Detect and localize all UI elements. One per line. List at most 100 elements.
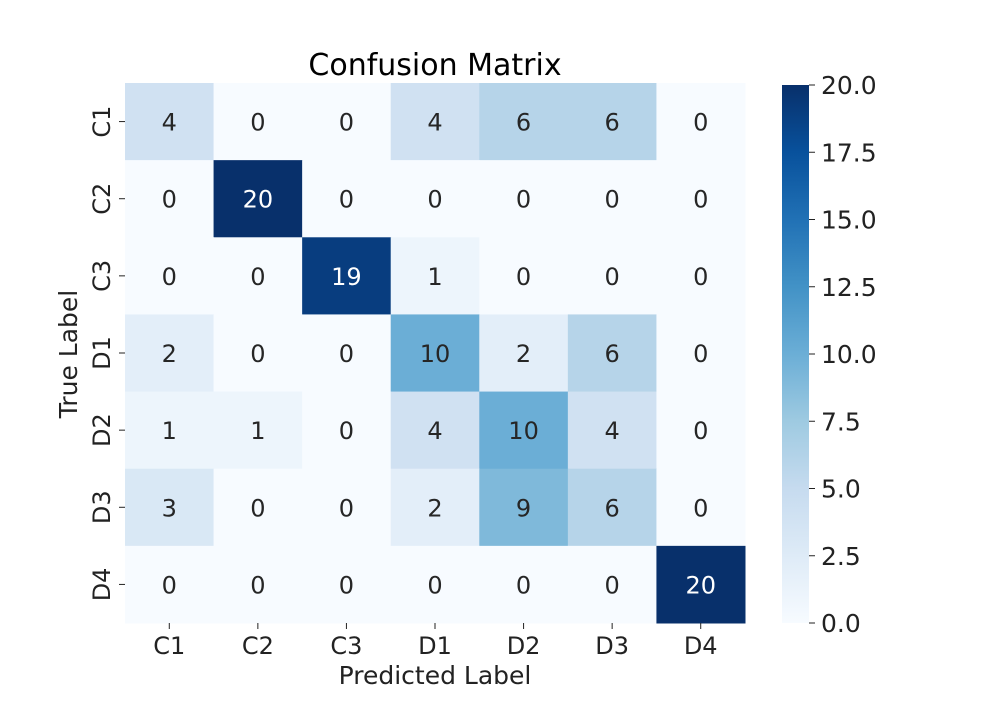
cell-value-label: 10 [508, 417, 539, 445]
x-tick-label: D2 [507, 632, 541, 660]
heatmap-cell [302, 314, 392, 393]
heatmap-cell [567, 468, 657, 547]
heatmap-cell [125, 237, 215, 315]
cell-value-label: 1 [162, 417, 177, 445]
cell-value-label: 0 [339, 417, 354, 445]
heatmap-cell [213, 468, 303, 547]
colorbar-tick-label: 0.0 [821, 609, 861, 638]
heatmap-cell [390, 545, 480, 624]
heatmap-cell [125, 545, 215, 624]
cell-value-label: 4 [162, 109, 177, 137]
x-axis-ticks: C1 C2 C3 D1 D2 D3 D4 [153, 623, 718, 660]
y-axis-ticks: C1 C2 C3 D1 D2 D3 D4 [88, 106, 125, 601]
cell-value-label: 20 [685, 571, 716, 599]
cell-value-label: 0 [605, 263, 620, 291]
x-tick-label: D1 [418, 632, 452, 660]
x-tick-label: D4 [684, 632, 718, 660]
colorbar-tick-label: 20.0 [821, 71, 877, 100]
cell-value-label: 0 [693, 186, 708, 214]
cell-value-label: 4 [427, 109, 442, 137]
colorbar-tick-label: 17.5 [821, 138, 877, 167]
heatmap-cell [390, 83, 480, 161]
cell-value-label: 0 [250, 571, 265, 599]
x-tick-label: C1 [153, 632, 185, 660]
colorbar-tick-label: 5.0 [821, 475, 861, 504]
heatmap-cell [479, 314, 569, 393]
cell-value-label: 6 [605, 340, 620, 368]
y-tick-label: D3 [88, 490, 116, 524]
heatmap-cell [390, 391, 480, 470]
heatmap-cell [390, 237, 480, 315]
heatmap-cell [656, 237, 746, 315]
x-tick-label: D3 [595, 632, 629, 660]
y-tick-label: C2 [88, 183, 116, 215]
heatmap-cell-labels: 4 0 0 4 6 6 00 20 0 0 0 0 00 0 19 1 0 0 02 0 0 10 2 6 01 1 0 4 10 4 03… [162, 109, 716, 600]
y-axis-label: True Label [54, 290, 83, 420]
heatmap-cell [213, 314, 303, 393]
cell-value-label: 0 [693, 109, 708, 137]
heatmap-cell [125, 468, 215, 547]
cell-value-label: 6 [516, 109, 531, 137]
x-tick-label: C3 [330, 632, 362, 660]
y-tick-label: C1 [88, 106, 116, 138]
heatmap-cell [302, 237, 392, 315]
heatmap-cell [479, 83, 569, 161]
heatmap-cell [567, 314, 657, 393]
heatmap-cell [656, 391, 746, 470]
heatmap-cell [479, 468, 569, 547]
colorbar-tick-label: 15.0 [821, 206, 877, 235]
cell-value-label: 1 [427, 263, 442, 291]
heatmap-cell [213, 391, 303, 470]
heatmap-cell [656, 83, 746, 161]
heatmap-cells [125, 83, 746, 624]
heatmap-cell [656, 160, 746, 238]
heatmap-cell [656, 468, 746, 547]
heatmap-cell [125, 391, 215, 470]
heatmap-cell [656, 314, 746, 393]
cell-value-label: 0 [162, 186, 177, 214]
cell-value-label: 0 [339, 571, 354, 599]
cell-value-label: 0 [162, 263, 177, 291]
y-tick-label: C3 [88, 260, 116, 292]
chart-title: Confusion Matrix [308, 48, 561, 83]
cell-value-label: 0 [339, 109, 354, 137]
colorbar [782, 85, 809, 623]
heatmap-cell [567, 237, 657, 315]
cell-value-label: 0 [693, 340, 708, 368]
cell-value-label: 0 [516, 263, 531, 291]
cell-value-label: 0 [250, 494, 265, 522]
heatmap-cell [302, 391, 392, 470]
heatmap-cell [390, 314, 480, 393]
heatmap-cell [567, 545, 657, 624]
cell-value-label: 6 [605, 494, 620, 522]
heatmap-cell [479, 391, 569, 470]
colorbar-tick-label: 2.5 [821, 542, 861, 571]
heatmap-cell [125, 83, 215, 161]
cell-value-label: 0 [162, 571, 177, 599]
cell-value-label: 2 [427, 494, 442, 522]
y-tick-label: D1 [88, 336, 116, 370]
cell-value-label: 0 [605, 186, 620, 214]
cell-value-label: 6 [605, 109, 620, 137]
cell-value-label: 0 [693, 494, 708, 522]
cell-value-label: 0 [339, 186, 354, 214]
cell-value-label: 0 [427, 571, 442, 599]
heatmap-cell [567, 160, 657, 238]
heatmap-cell [302, 468, 392, 547]
colorbar-ticks: 0.0 2.5 5.0 7.5 10.0 12.5 15.0 17.5 20.0 [809, 71, 877, 638]
heatmap-cell [125, 160, 215, 238]
heatmap-cell [302, 83, 392, 161]
cell-value-label: 0 [605, 571, 620, 599]
heatmap-cell [213, 545, 303, 624]
heatmap-cell [567, 391, 657, 470]
colorbar-tick-label: 12.5 [821, 273, 877, 302]
heatmap-cell [567, 83, 657, 161]
cell-value-label: 0 [427, 186, 442, 214]
heatmap-cell [479, 545, 569, 624]
cell-value-label: 2 [162, 340, 177, 368]
heatmap-cell [302, 160, 392, 238]
heatmap-cell [479, 237, 569, 315]
cell-value-label: 4 [427, 417, 442, 445]
heatmap-cell [479, 160, 569, 238]
